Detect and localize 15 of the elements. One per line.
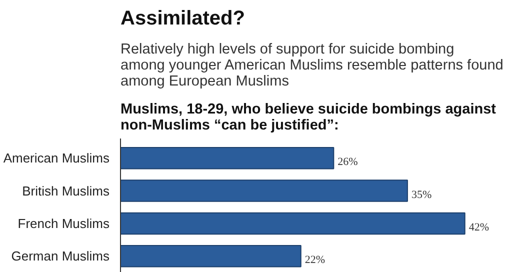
data-label: 22%: [304, 254, 326, 266]
data-label: 42%: [468, 221, 490, 234]
bar: [120, 146, 334, 170]
chart-subtitle: Relatively high levels of support for suicide bombing among younger American Muslims resemble patterns found among European Muslims: [120, 42, 504, 90]
bar: [120, 180, 408, 202]
chart-title: Assimilated?: [120, 8, 245, 30]
y-tick-label: British Muslims: [22, 183, 110, 198]
x-axis-title: Muslims, 18-29, who believe suicide bombings against non-Muslims “can be justified”:: [120, 102, 496, 134]
y-tick-label: American Muslims: [3, 150, 110, 166]
data-label: 35%: [411, 188, 432, 201]
bar: [120, 212, 466, 235]
bar: [120, 245, 302, 268]
y-tick-label: German Muslims: [11, 248, 110, 264]
data-label: 26%: [338, 156, 358, 168]
y-tick-label: French Muslims: [18, 216, 110, 231]
